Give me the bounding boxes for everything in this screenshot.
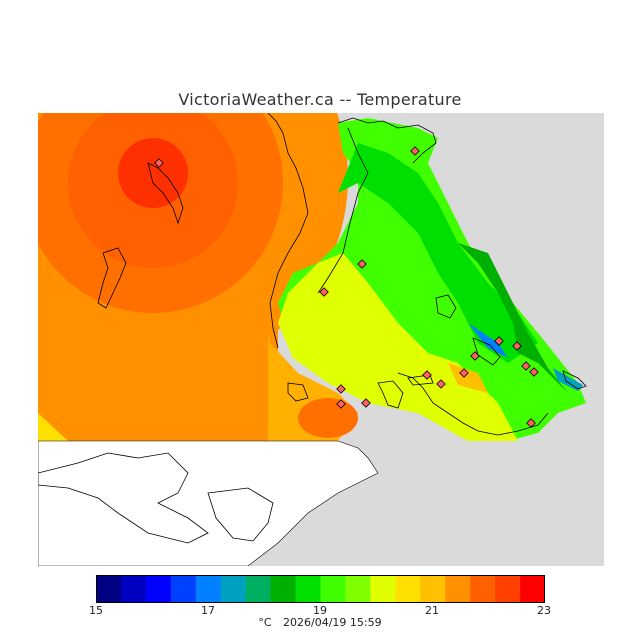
station-marker	[319, 287, 329, 297]
colorbar-swatch	[270, 575, 297, 603]
temperature-field-west	[38, 113, 358, 441]
station-marker	[336, 384, 346, 394]
colorbar-svg	[96, 575, 546, 603]
colorbar-swatch	[420, 575, 446, 603]
colorbar-tick-15: 15	[89, 604, 103, 617]
station-marker	[410, 146, 420, 156]
station-marker	[526, 418, 536, 428]
station-marker	[154, 158, 164, 168]
colorbar-swatch	[295, 575, 321, 603]
colorbar-tick-17: 17	[201, 604, 215, 617]
station-marker	[357, 259, 367, 269]
station-marker	[512, 341, 522, 351]
colorbar-swatch	[96, 575, 122, 603]
colorbar-swatch	[445, 575, 471, 603]
colorbar-swatch	[520, 575, 546, 603]
colorbar-tick-23: 23	[537, 604, 551, 617]
station-marker	[436, 379, 446, 389]
colorbar-swatch	[370, 575, 396, 603]
station-marker	[529, 367, 539, 377]
colorbar	[96, 575, 546, 603]
station-marker	[470, 351, 480, 361]
timestamp: 2026/04/19 15:59	[283, 616, 382, 629]
station-marker	[422, 370, 432, 380]
station-markers	[154, 146, 539, 428]
colorbar-swatch	[195, 575, 222, 603]
coastlines	[97, 113, 587, 436]
map-title: VictoriaWeather.ca -- Temperature	[178, 90, 462, 109]
water-bodies	[38, 440, 379, 566]
colorbar-swatch	[220, 575, 247, 603]
station-marker	[361, 398, 371, 408]
station-marker	[521, 361, 531, 371]
colorbar-swatch	[345, 575, 371, 603]
footer: °C 2026/04/19 15:59	[0, 616, 640, 629]
colorbar-swatch	[170, 575, 197, 603]
station-marker	[459, 368, 469, 378]
colorbar-swatch	[120, 575, 147, 603]
temperature-map	[38, 113, 604, 566]
temperature-field-east	[278, 118, 586, 441]
colorbar-swatch	[320, 575, 346, 603]
colorbar-tick-21: 21	[425, 604, 439, 617]
colorbar-swatch	[470, 575, 496, 603]
warm-core-center	[118, 138, 188, 208]
colorbar-tick-19: 19	[313, 604, 327, 617]
colorbar-swatch	[245, 575, 272, 603]
colorbar-border	[96, 575, 545, 603]
unit-label: °C	[258, 616, 272, 629]
warm-patch-south	[298, 398, 358, 438]
station-marker	[494, 336, 504, 346]
station-marker	[336, 399, 346, 409]
colorbar-swatch	[145, 575, 172, 603]
colorbar-swatch	[495, 575, 521, 603]
colorbar-swatch	[395, 575, 421, 603]
